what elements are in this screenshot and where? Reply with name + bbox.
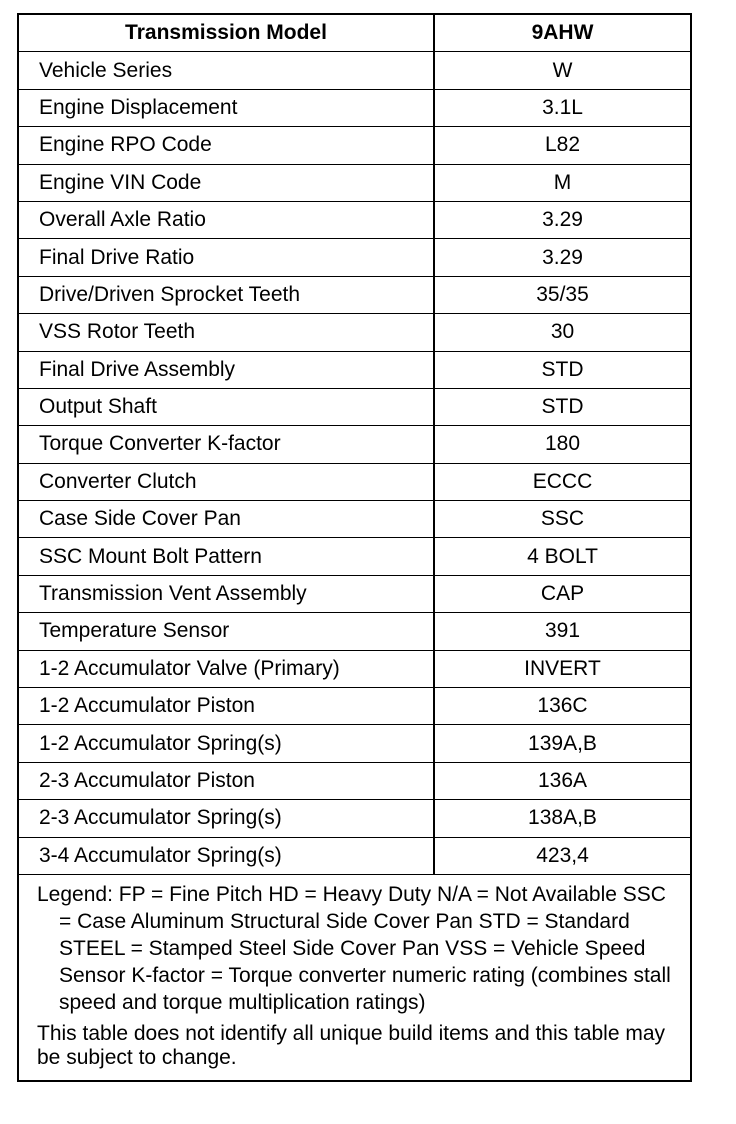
- table-row: Final Drive Assembly STD: [19, 351, 690, 389]
- row-value: STD: [541, 395, 584, 419]
- header-value: 9AHW: [531, 21, 594, 45]
- row-value: 139A,B: [528, 731, 597, 755]
- row-label: Engine VIN Code: [19, 164, 435, 201]
- row-label: VSS Rotor Teeth: [19, 314, 435, 351]
- table-row: 1-2 Accumulator Valve (Primary) INVERT: [19, 650, 690, 689]
- legend-cell: Legend: FP = Fine Pitch HD = Heavy Duty …: [19, 875, 690, 1080]
- table-row: 1-2 Accumulator Piston 136C: [19, 688, 690, 726]
- table-row: Overall Axle Ratio 3.29: [19, 201, 690, 240]
- row-label: Output Shaft: [19, 388, 435, 426]
- row-value: SSC: [540, 507, 585, 531]
- row-value: 136C: [537, 694, 588, 718]
- legend-text: Legend: FP = Fine Pitch HD = Heavy Duty …: [37, 882, 671, 1014]
- row-value: INVERT: [524, 656, 601, 680]
- row-value: 391: [544, 619, 581, 643]
- table-row: Vehicle Series W: [19, 52, 690, 90]
- table-row: 1-2 Accumulator Spring(s) 139A,B: [19, 725, 690, 763]
- row-label: Vehicle Series: [19, 52, 435, 89]
- row-label: Temperature Sensor: [19, 613, 435, 650]
- row-label: Torque Converter K-factor: [19, 426, 435, 463]
- table-row: Case Side Cover Pan SSC: [19, 501, 690, 539]
- row-value: W: [552, 58, 573, 82]
- table-note: This table does not identify all unique …: [37, 1021, 666, 1069]
- table-row: Engine RPO Code L82: [19, 127, 690, 165]
- table-row: Engine Displacement 3.1L: [19, 89, 690, 128]
- table-row: Engine VIN Code M: [19, 164, 690, 202]
- row-value: 138A,B: [528, 806, 597, 830]
- row-label: Final Drive Assembly: [19, 351, 435, 388]
- row-value: 35/35: [536, 282, 589, 306]
- row-value: 3.1L: [542, 95, 583, 119]
- row-value: CAP: [540, 582, 585, 606]
- table-row: Output Shaft STD: [19, 388, 690, 427]
- row-label: Transmission Vent Assembly: [19, 575, 435, 613]
- row-value: M: [553, 170, 572, 194]
- table-row: Drive/Driven Sprocket Teeth 35/35: [19, 276, 690, 315]
- table-row: 2-3 Accumulator Spring(s) 138A,B: [19, 800, 690, 838]
- row-label: 2-3 Accumulator Spring(s): [19, 800, 435, 837]
- table-row: Temperature Sensor 391: [19, 613, 690, 651]
- table-row: 3-4 Accumulator Spring(s) 423,4: [19, 837, 690, 875]
- table-row: 2-3 Accumulator Piston 136A: [19, 762, 690, 801]
- row-value: 3.29: [542, 208, 583, 232]
- row-label: Final Drive Ratio: [19, 239, 435, 276]
- row-label: Overall Axle Ratio: [19, 201, 435, 239]
- row-value: 30: [550, 320, 575, 344]
- table-header-row: Transmission Model 9AHW: [19, 15, 690, 53]
- table-row: Final Drive Ratio 3.29: [19, 239, 690, 277]
- row-value: 4 BOLT: [527, 544, 598, 568]
- row-value: L82: [544, 133, 581, 157]
- row-label: Engine RPO Code: [19, 127, 435, 164]
- row-value: 3.29: [542, 245, 583, 269]
- row-label: SSC Mount Bolt Pattern: [19, 538, 435, 575]
- header-label: Transmission Model: [19, 15, 435, 52]
- table-row: Torque Converter K-factor 180: [19, 426, 690, 464]
- row-label: 1-2 Accumulator Valve (Primary): [19, 650, 435, 688]
- row-value: 136A: [537, 769, 588, 792]
- row-label: 2-3 Accumulator Piston: [19, 762, 435, 800]
- table-row: Transmission Vent Assembly CAP: [19, 575, 690, 614]
- row-label: 1-2 Accumulator Piston: [19, 688, 435, 725]
- row-label: Case Side Cover Pan: [19, 501, 435, 538]
- row-label: 1-2 Accumulator Spring(s): [19, 725, 435, 762]
- transmission-spec-table: Transmission Model 9AHW Vehicle Series W E…: [17, 13, 692, 1082]
- table-row: VSS Rotor Teeth 30: [19, 314, 690, 352]
- row-value: ECCC: [532, 469, 593, 493]
- table-row: SSC Mount Bolt Pattern 4 BOLT: [19, 538, 690, 576]
- row-label: Drive/Driven Sprocket Teeth: [19, 276, 435, 314]
- row-value: STD: [541, 357, 584, 381]
- row-label: 3-4 Accumulator Spring(s): [19, 837, 435, 874]
- row-value: 423,4: [536, 843, 589, 867]
- table-row: Converter Clutch ECCC: [19, 463, 690, 502]
- row-value: 180: [544, 432, 581, 456]
- row-label: Engine Displacement: [19, 89, 435, 127]
- row-label: Converter Clutch: [19, 463, 435, 501]
